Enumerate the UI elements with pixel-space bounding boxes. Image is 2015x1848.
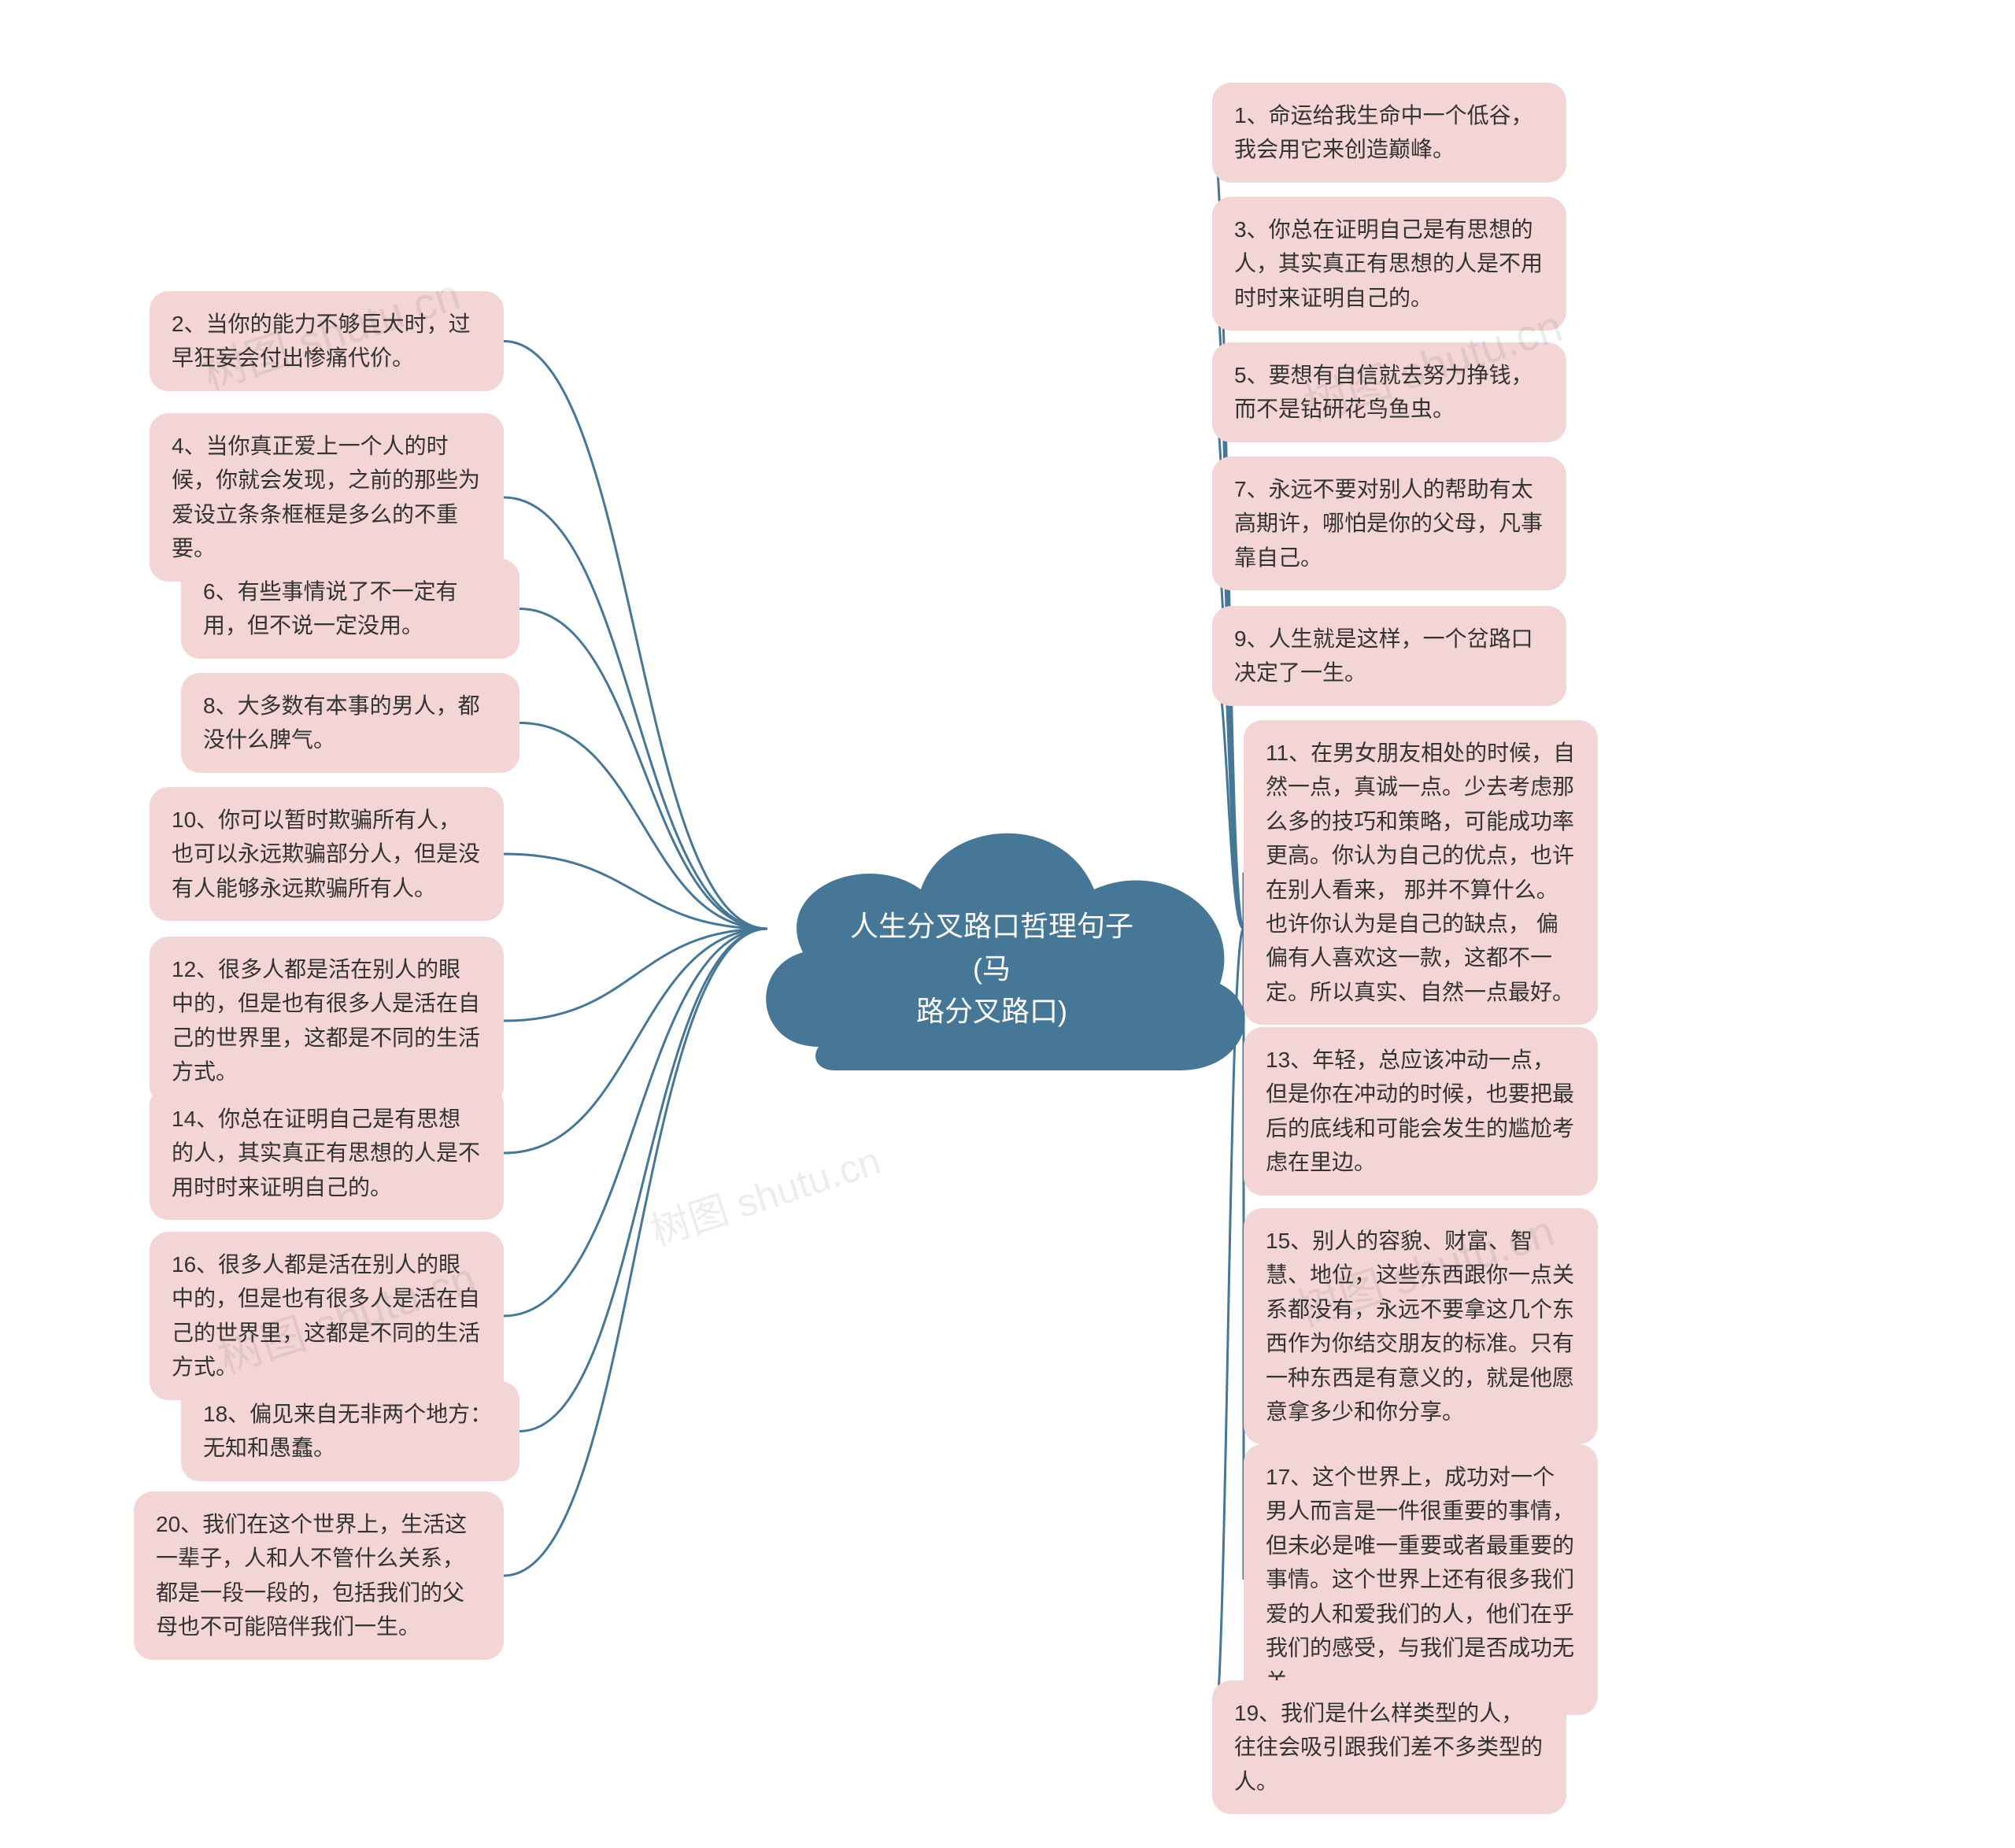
right-node-8-text: 17、这个世界上，成功对一个男人而言是一件很重要的事情，但未必是唯一重要或者最重… [1266, 1465, 1574, 1694]
left-node-0-text: 2、当你的能力不够巨大时，过早狂妄会付出惨痛代价。 [172, 312, 471, 370]
left-node-1-text: 4、当你真正爱上一个人的时候，你就会发现，之前的那些为爱设立条条框框是多么的不重… [172, 434, 480, 560]
right-node-0-text: 1、命运给我生命中一个低谷，我会用它来创造巅峰。 [1234, 103, 1533, 161]
right-node-6: 13、年轻，总应该冲动一点，但是你在冲动的时候，也要把最后的底线和可能会发生的尴… [1244, 1027, 1598, 1196]
right-node-1: 3、你总在证明自己是有思想的人，其实真正有思想的人是不用时时来证明自己的。 [1212, 197, 1566, 331]
left-node-2: 6、有些事情说了不一定有用，但不说一定没用。 [181, 559, 519, 659]
center-title-line1: 人生分叉路口哲理句子(马 [850, 910, 1133, 985]
right-node-0: 1、命运给我生命中一个低谷，我会用它来创造巅峰。 [1212, 83, 1566, 183]
right-node-6-text: 13、年轻，总应该冲动一点，但是你在冲动的时候，也要把最后的底线和可能会发生的尴… [1266, 1048, 1574, 1174]
right-node-3-text: 7、永远不要对别人的帮助有太高期许，哪怕是你的父母，凡事靠自己。 [1234, 477, 1543, 570]
right-node-2-text: 5、要想有自信就去努力挣钱，而不是钻研花鸟鱼虫。 [1234, 363, 1533, 421]
right-node-3: 7、永远不要对别人的帮助有太高期许，哪怕是你的父母，凡事靠自己。 [1212, 456, 1566, 590]
left-node-8: 18、偏见来自无非两个地方：无知和愚蠢。 [181, 1381, 519, 1481]
right-node-9-text: 19、我们是什么样类型的人，往往会吸引跟我们差不多类型的人。 [1234, 1701, 1543, 1794]
left-node-4: 10、你可以暂时欺骗所有人，也可以永远欺骗部分人，但是没有人能够永远欺骗所有人。 [150, 787, 504, 921]
right-node-8: 17、这个世界上，成功对一个男人而言是一件很重要的事情，但未必是唯一重要或者最重… [1244, 1444, 1598, 1715]
left-node-7: 16、很多人都是活在别人的眼中的，但是也有很多人是活在自己的世界里，这都是不同的… [150, 1232, 504, 1400]
left-node-1: 4、当你真正爱上一个人的时候，你就会发现，之前的那些为爱设立条条框框是多么的不重… [150, 413, 504, 582]
right-node-4: 9、人生就是这样，一个岔路口决定了一生。 [1212, 606, 1566, 706]
right-node-5-text: 11、在男女朋友相处的时候，自然一点，真诚一点。少去考虑那么多的技巧和策略，可能… [1266, 741, 1575, 1004]
left-node-9-text: 20、我们在这个世界上，生活这一辈子，人和人不管什么关系，都是一段一段的，包括我… [156, 1512, 467, 1639]
right-node-4-text: 9、人生就是这样，一个岔路口决定了一生。 [1234, 626, 1533, 685]
watermark-4: 树图 shutu.cn [642, 1129, 886, 1257]
center-cloud: 人生分叉路口哲理句子(马 路分叉路口) [724, 787, 1259, 1118]
left-node-6: 14、你总在证明自己是有思想的人，其实真正有思想的人是不用时时来证明自己的。 [150, 1086, 504, 1220]
left-node-0: 2、当你的能力不够巨大时，过早狂妄会付出惨痛代价。 [150, 291, 504, 391]
left-node-5-text: 12、很多人都是活在别人的眼中的，但是也有很多人是活在自己的世界里，这都是不同的… [172, 957, 480, 1084]
left-node-8-text: 18、偏见来自无非两个地方：无知和愚蠢。 [203, 1402, 492, 1460]
left-node-3: 8、大多数有本事的男人，都没什么脾气。 [181, 673, 519, 773]
left-node-5: 12、很多人都是活在别人的眼中的，但是也有很多人是活在自己的世界里，这都是不同的… [150, 937, 504, 1105]
left-node-9: 20、我们在这个世界上，生活这一辈子，人和人不管什么关系，都是一段一段的，包括我… [134, 1491, 504, 1660]
mindmap-canvas: 人生分叉路口哲理句子(马 路分叉路口) 2、当你的能力不够巨大时，过早狂妄会付出… [0, 0, 2015, 1848]
right-node-9: 19、我们是什么样类型的人，往往会吸引跟我们差不多类型的人。 [1212, 1680, 1566, 1814]
right-node-2: 5、要想有自信就去努力挣钱，而不是钻研花鸟鱼虫。 [1212, 342, 1566, 442]
left-node-2-text: 6、有些事情说了不一定有用，但不说一定没用。 [203, 579, 458, 638]
left-node-3-text: 8、大多数有本事的男人，都没什么脾气。 [203, 693, 480, 752]
center-title-line2: 路分叉路口) [916, 995, 1067, 1027]
right-node-1-text: 3、你总在证明自己是有思想的人，其实真正有思想的人是不用时时来证明自己的。 [1234, 217, 1543, 310]
left-node-6-text: 14、你总在证明自己是有思想的人，其实真正有思想的人是不用时时来证明自己的。 [172, 1107, 480, 1199]
left-node-4-text: 10、你可以暂时欺骗所有人，也可以永远欺骗部分人，但是没有人能够永远欺骗所有人。 [172, 808, 480, 900]
left-node-7-text: 16、很多人都是活在别人的眼中的，但是也有很多人是活在自己的世界里，这都是不同的… [172, 1252, 480, 1379]
right-node-5: 11、在男女朋友相处的时候，自然一点，真诚一点。少去考虑那么多的技巧和策略，可能… [1244, 720, 1598, 1025]
right-node-7: 15、别人的容貌、财富、智慧、地位，这些东西跟你一点关系都没有，永远不要拿这几个… [1244, 1208, 1598, 1444]
center-title: 人生分叉路口哲理句子(马 路分叉路口) [850, 905, 1133, 1033]
right-node-7-text: 15、别人的容貌、财富、智慧、地位，这些东西跟你一点关系都没有，永远不要拿这几个… [1266, 1229, 1574, 1424]
